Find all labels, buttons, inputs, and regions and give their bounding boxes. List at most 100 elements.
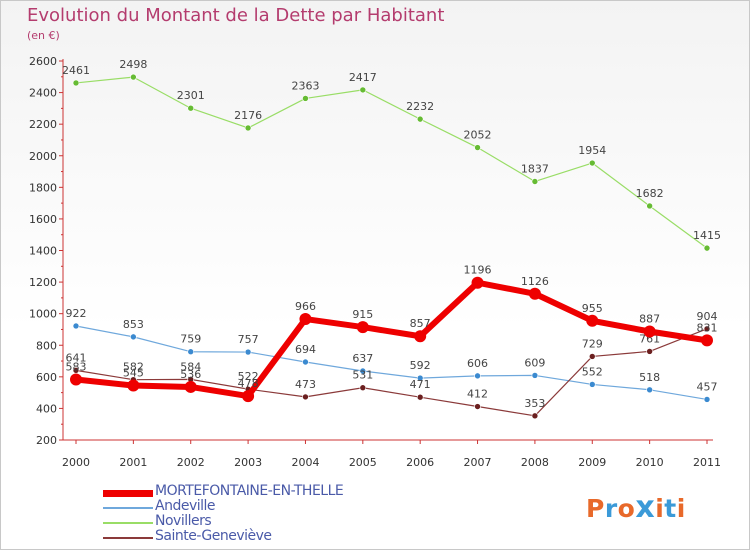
data-point-sainte-genevieve <box>359 384 367 392</box>
x-tick-label: 2009 <box>578 456 606 469</box>
data-label-andeville: 609 <box>524 356 545 369</box>
x-tick-label: 2001 <box>119 456 147 469</box>
y-tick-label: 400 <box>36 402 57 415</box>
data-label-sainte-genevieve: 584 <box>180 360 201 373</box>
proxiti-logo: Proxiti <box>586 490 686 525</box>
legend-swatch <box>103 489 153 497</box>
y-tick-label: 1200 <box>29 276 57 289</box>
data-label-sainte-genevieve: 473 <box>295 378 316 391</box>
x-tick-label: 2006 <box>406 456 434 469</box>
data-label-novillers: 1415 <box>693 229 721 242</box>
data-label-novillers: 2232 <box>406 100 434 113</box>
series-line-mortefontaine-en-thelle <box>73 279 710 400</box>
data-point-mortefontaine-en-thelle <box>701 334 713 347</box>
data-label-mortefontaine-en-thelle: 887 <box>639 313 660 326</box>
legend-swatch <box>103 522 153 524</box>
data-label-sainte-genevieve: 582 <box>123 361 144 374</box>
data-label-sainte-genevieve: 531 <box>352 369 373 382</box>
y-tick-label: 2600 <box>29 55 57 68</box>
y-tick-label: 1400 <box>29 245 57 258</box>
data-point-novillers <box>646 202 653 210</box>
y-tick-label: 2200 <box>29 118 57 131</box>
data-point-andeville <box>588 381 596 388</box>
x-tick-label: 2005 <box>349 456 377 469</box>
data-point-mortefontaine-en-thelle <box>414 330 427 343</box>
data-point-sainte-genevieve <box>416 393 424 401</box>
series-line-novillers <box>75 76 708 249</box>
data-point-novillers <box>302 95 309 102</box>
data-label-mortefontaine-en-thelle: 966 <box>295 300 316 313</box>
data-label-novillers: 2363 <box>291 79 319 92</box>
data-point-andeville <box>359 367 367 375</box>
data-point-sainte-genevieve <box>588 353 596 360</box>
y-tick-label: 200 <box>36 434 57 447</box>
data-label-novillers: 1682 <box>636 187 664 200</box>
series-line-andeville <box>75 325 708 401</box>
data-label-andeville: 853 <box>123 318 144 331</box>
data-point-sainte-genevieve <box>72 367 80 374</box>
data-point-andeville <box>244 348 252 356</box>
chart-subtitle: (en €) <box>27 29 60 42</box>
data-label-sainte-genevieve: 729 <box>582 337 603 350</box>
data-point-andeville <box>130 333 137 341</box>
series-line-sainte-genevieve <box>75 328 708 417</box>
data-point-sainte-genevieve <box>302 393 309 401</box>
data-point-andeville <box>72 322 80 330</box>
data-point-novillers <box>359 86 367 94</box>
data-label-novillers: 2176 <box>234 109 262 122</box>
data-label-andeville: 518 <box>639 371 660 384</box>
data-point-novillers <box>416 115 424 123</box>
y-tick-label: 1000 <box>29 308 57 321</box>
data-point-mortefontaine-en-thelle <box>242 390 255 403</box>
data-label-mortefontaine-en-thelle: 831 <box>697 321 718 334</box>
data-point-sainte-genevieve <box>474 403 481 410</box>
legend-label: MORTEFONTAINE-EN-THELLE <box>155 483 344 499</box>
data-label-mortefontaine-en-thelle: 857 <box>410 317 431 330</box>
x-tick-label: 2007 <box>464 456 492 469</box>
y-tick-label: 2000 <box>29 150 57 163</box>
data-point-sainte-genevieve <box>703 325 711 333</box>
data-label-andeville: 757 <box>238 333 259 346</box>
x-tick-label: 2000 <box>62 456 90 469</box>
y-tick-label: 1600 <box>29 213 57 226</box>
data-point-mortefontaine-en-thelle <box>528 287 541 300</box>
data-point-novillers <box>244 124 252 132</box>
data-label-sainte-genevieve: 641 <box>66 351 87 364</box>
data-label-mortefontaine-en-thelle: 536 <box>180 368 201 381</box>
data-point-novillers <box>130 73 137 81</box>
data-point-mortefontaine-en-thelle <box>356 321 369 334</box>
data-label-novillers: 2301 <box>177 89 205 102</box>
data-point-mortefontaine-en-thelle <box>127 379 140 392</box>
data-label-novillers: 1954 <box>578 144 606 157</box>
data-label-mortefontaine-en-thelle: 955 <box>582 302 603 315</box>
data-point-andeville <box>474 372 481 380</box>
data-label-sainte-genevieve: 904 <box>697 310 718 323</box>
data-label-sainte-genevieve: 412 <box>467 388 488 401</box>
data-label-mortefontaine-en-thelle: 1126 <box>521 275 549 288</box>
data-label-andeville: 592 <box>410 359 431 372</box>
data-point-novillers <box>531 178 539 185</box>
y-tick-label: 800 <box>36 339 57 352</box>
data-label-novillers: 2417 <box>349 71 377 84</box>
data-point-sainte-genevieve <box>646 348 653 355</box>
data-point-novillers <box>72 79 80 87</box>
x-tick-label: 2008 <box>521 456 549 469</box>
x-tick-label: 2003 <box>234 456 262 469</box>
data-point-mortefontaine-en-thelle <box>299 313 312 326</box>
legend-swatch <box>103 507 153 509</box>
data-label-mortefontaine-en-thelle: 545 <box>123 367 144 380</box>
data-point-andeville <box>531 372 539 379</box>
data-point-novillers <box>703 244 711 252</box>
legend-swatch <box>103 537 153 539</box>
legend-label: Sainte-Geneviève <box>155 528 272 544</box>
data-label-sainte-genevieve: 353 <box>524 397 545 410</box>
data-point-mortefontaine-en-thelle <box>471 276 484 289</box>
data-label-andeville: 552 <box>582 365 603 378</box>
data-point-mortefontaine-en-thelle <box>70 373 82 386</box>
data-point-novillers <box>187 104 195 112</box>
y-tick-label: 600 <box>36 371 57 384</box>
data-point-novillers <box>474 144 481 151</box>
x-tick-label: 2004 <box>291 456 319 469</box>
